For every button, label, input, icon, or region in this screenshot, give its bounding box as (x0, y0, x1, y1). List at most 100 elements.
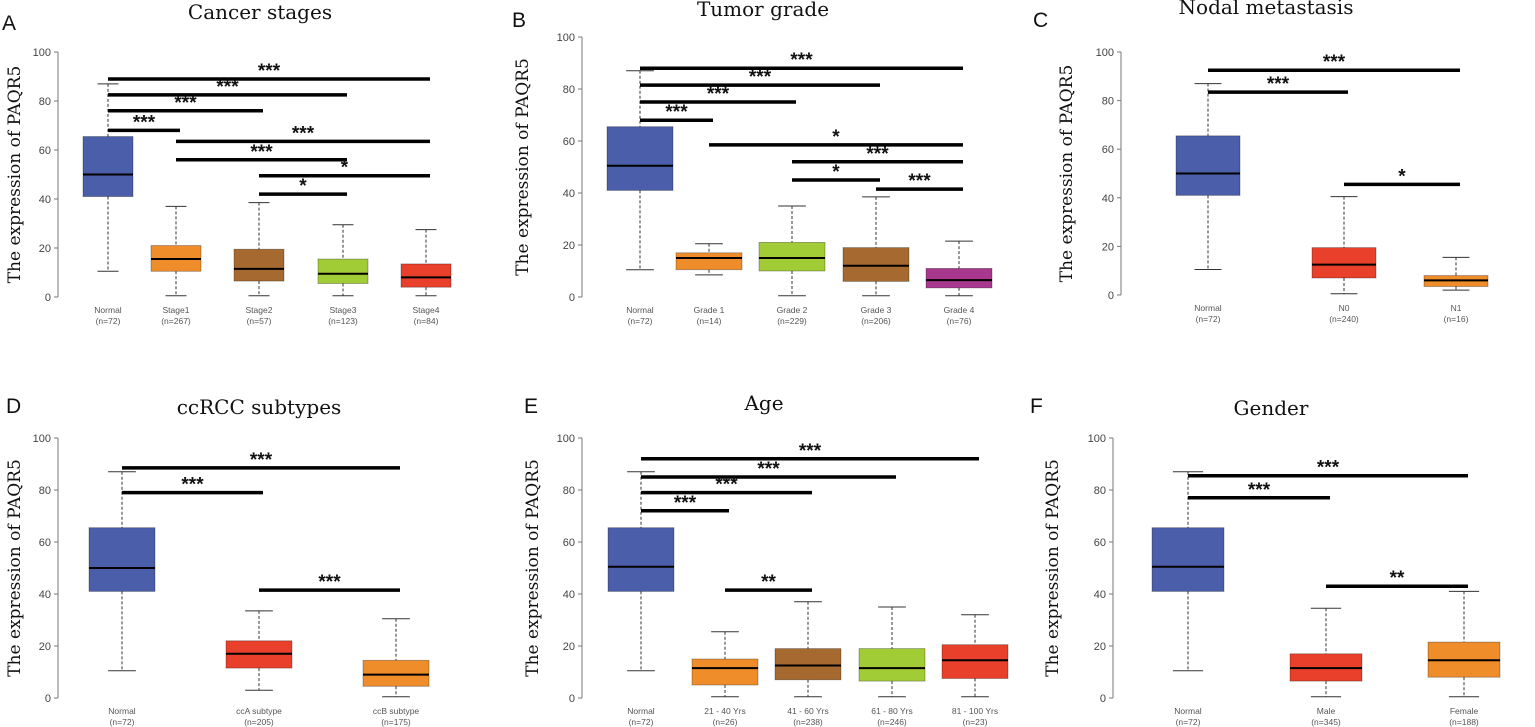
box-iqr (400, 263, 452, 288)
y-tick-label: 60 (39, 145, 51, 157)
significance-label: * (832, 162, 840, 183)
sample-size-label: (n=14) (697, 316, 722, 326)
category-label: Stage2 (246, 305, 273, 315)
y-tick-label: 100 (33, 433, 51, 445)
category-label: Male (1317, 706, 1336, 716)
box-iqr (675, 252, 743, 271)
y-tick-label: 20 (39, 243, 51, 255)
y-tick-label: 0 (569, 693, 575, 705)
category-label: ccB subtype (373, 706, 420, 716)
y-axis-label: The expression of PAQR5 (513, 58, 533, 276)
sample-size-label: (n=229) (777, 316, 807, 326)
significance-label: * (299, 176, 307, 197)
significance-label: *** (216, 77, 239, 98)
box-female (1427, 590, 1501, 698)
box-iqr (774, 648, 842, 681)
y-tick-label: 60 (563, 136, 575, 148)
box-n1 (1423, 256, 1489, 291)
y-tick-label: 60 (39, 537, 51, 549)
panel-b: B Tumor grade The expression of PAQR5 0 20 40… (512, 0, 993, 326)
box-grade-1 (675, 243, 743, 276)
box-iqr (88, 527, 156, 592)
sample-size-label: (n=72) (110, 717, 135, 727)
panel-letter: B (512, 9, 526, 32)
panel-letter: D (6, 395, 21, 418)
y-tick-label: 80 (39, 96, 51, 108)
box-normal (88, 471, 156, 672)
panel-e: E Age The expression of PAQR5 0 20 40 60 80 100 N… (523, 391, 1009, 727)
sample-size-label: (n=72) (1176, 717, 1201, 727)
y-tick-label: 20 (39, 641, 51, 653)
box-21-40-yrs (691, 631, 759, 698)
significance-label: *** (174, 93, 197, 114)
significance-label: *** (908, 171, 931, 192)
category-label: N1 (1451, 303, 1462, 313)
y-tick-label: 100 (1088, 433, 1106, 445)
category-label: Grade 1 (694, 305, 725, 315)
category-label: Grade 3 (861, 305, 892, 315)
y-axis-label: The expression of PAQR5 (1043, 459, 1063, 677)
category-label: N0 (1339, 303, 1350, 313)
box-iqr (607, 527, 675, 592)
significance-label: *** (181, 475, 204, 496)
category-label: Stage4 (413, 305, 440, 315)
y-tick-label: 80 (563, 84, 575, 96)
significance-label: *** (250, 142, 273, 163)
panel-letter: F (1030, 395, 1043, 418)
y-tick-label: 20 (1102, 241, 1114, 253)
sample-size-label: (n=123) (328, 316, 358, 326)
y-tick-label: 40 (563, 589, 575, 601)
box-iqr (606, 126, 674, 191)
y-tick-label: 100 (557, 32, 575, 44)
box-iqr (362, 659, 430, 687)
significance-label: *** (749, 67, 772, 88)
sample-size-label: (n=345) (1311, 717, 1341, 727)
significance-label: * (341, 158, 349, 179)
box-stage3 (317, 224, 369, 297)
significance-label: *** (866, 144, 889, 165)
significance-label: *** (1317, 458, 1340, 479)
sample-size-label: (n=206) (861, 316, 891, 326)
box-iqr (1175, 135, 1241, 196)
y-tick-label: 60 (1102, 144, 1114, 156)
y-tick-label: 20 (1094, 641, 1106, 653)
significance-label: *** (665, 102, 688, 123)
panel-letter: E (524, 395, 538, 418)
category-label: Normal (626, 305, 654, 315)
box-iqr (691, 658, 759, 686)
y-axis-label: The expression of PAQR5 (523, 459, 543, 677)
sample-size-label: (n=267) (161, 316, 191, 326)
y-tick-label: 40 (1102, 193, 1114, 205)
box-stage2 (233, 202, 285, 297)
sample-size-label: (n=84) (414, 316, 439, 326)
box-iqr (941, 644, 1009, 679)
box-grade-4 (925, 240, 993, 297)
y-axis-label: The expression of PAQR5 (1057, 65, 1077, 283)
box-iqr (1311, 247, 1377, 279)
box-male (1289, 607, 1363, 698)
y-tick-label: 100 (1096, 47, 1114, 59)
box-iqr (758, 241, 826, 272)
significance-label: *** (707, 84, 730, 105)
sample-size-label: (n=72) (628, 316, 653, 326)
significance-label: *** (1248, 480, 1271, 501)
box-ccb-subtype (362, 618, 430, 698)
box-iqr (858, 648, 926, 682)
panel-title: Cancer stages (188, 0, 332, 24)
box-grade-2 (758, 205, 826, 297)
panel-f: F Gender The expression of PAQR5 0 20 40 60 80 1… (1030, 395, 1501, 727)
sample-size-label: (n=238) (793, 717, 823, 727)
significance-label: *** (133, 112, 156, 133)
box-n0 (1311, 196, 1377, 295)
category-label: Normal (108, 706, 136, 716)
significance-label: *** (790, 50, 813, 71)
box-iqr (842, 247, 910, 282)
box-41-60-yrs (774, 601, 842, 698)
sample-size-label: (n=23) (963, 717, 988, 727)
y-tick-label: 60 (563, 537, 575, 549)
significance-label: *** (292, 123, 315, 144)
box-grade-3 (842, 196, 910, 297)
box-iqr (1151, 527, 1225, 592)
box-iqr (82, 136, 134, 197)
